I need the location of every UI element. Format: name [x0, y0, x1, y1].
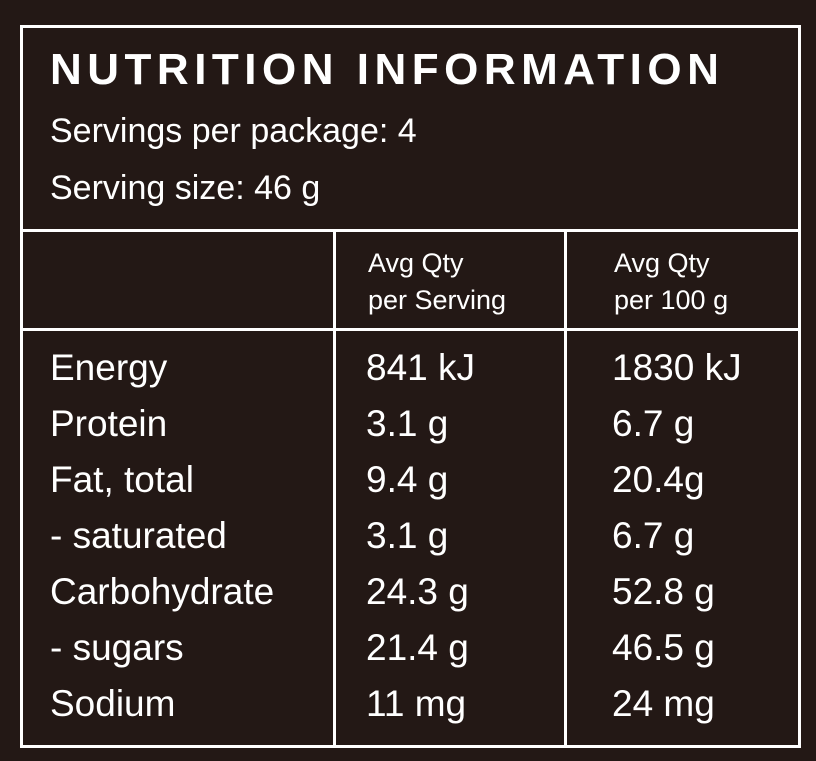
nutrient-value: 9.4 g [366, 459, 449, 500]
nutrient-name: Fat, total [50, 459, 194, 500]
column-header: per 100 g [614, 285, 729, 315]
nutrient-name: Protein [50, 403, 168, 444]
nutrient-value: 21.4 g [366, 627, 469, 668]
nutrient-value: 24.3 g [366, 571, 469, 612]
nutrient-name: Sodium [50, 683, 176, 724]
nutrient-value: 3.1 g [366, 515, 449, 556]
outer-border [20, 25, 801, 748]
nutrient-value: 1830 kJ [612, 347, 742, 388]
nutrient-value: 6.7 g [612, 515, 695, 556]
title: NUTRITION INFORMATION [50, 45, 725, 94]
nutrient-name: Carbohydrate [50, 571, 275, 612]
nutrient-name: Energy [50, 347, 168, 388]
divider [20, 328, 801, 331]
servings: Servings per package: 4 [50, 112, 417, 150]
column-divider [564, 230, 567, 745]
nutrient-value: 3.1 g [366, 403, 449, 444]
nutrient-value: 841 kJ [366, 347, 476, 388]
column-header: per Serving [368, 285, 507, 315]
column-header: Avg Qty [614, 248, 710, 278]
nutrient-value: 20.4g [612, 459, 705, 500]
column-divider [333, 230, 336, 745]
nutrient-value: 6.7 g [612, 403, 695, 444]
nutrient-name: - saturated [50, 515, 227, 556]
nutrient-name: - sugars [50, 627, 184, 668]
nutrient-value: 24 mg [612, 683, 715, 724]
divider [20, 229, 801, 232]
serving-size: Serving size: 46 g [50, 169, 321, 207]
nutrient-value: 11 mg [366, 683, 467, 724]
nutrient-value: 52.8 g [612, 571, 715, 612]
column-header: Avg Qty [368, 248, 464, 278]
nutrient-value: 46.5 g [612, 627, 715, 668]
